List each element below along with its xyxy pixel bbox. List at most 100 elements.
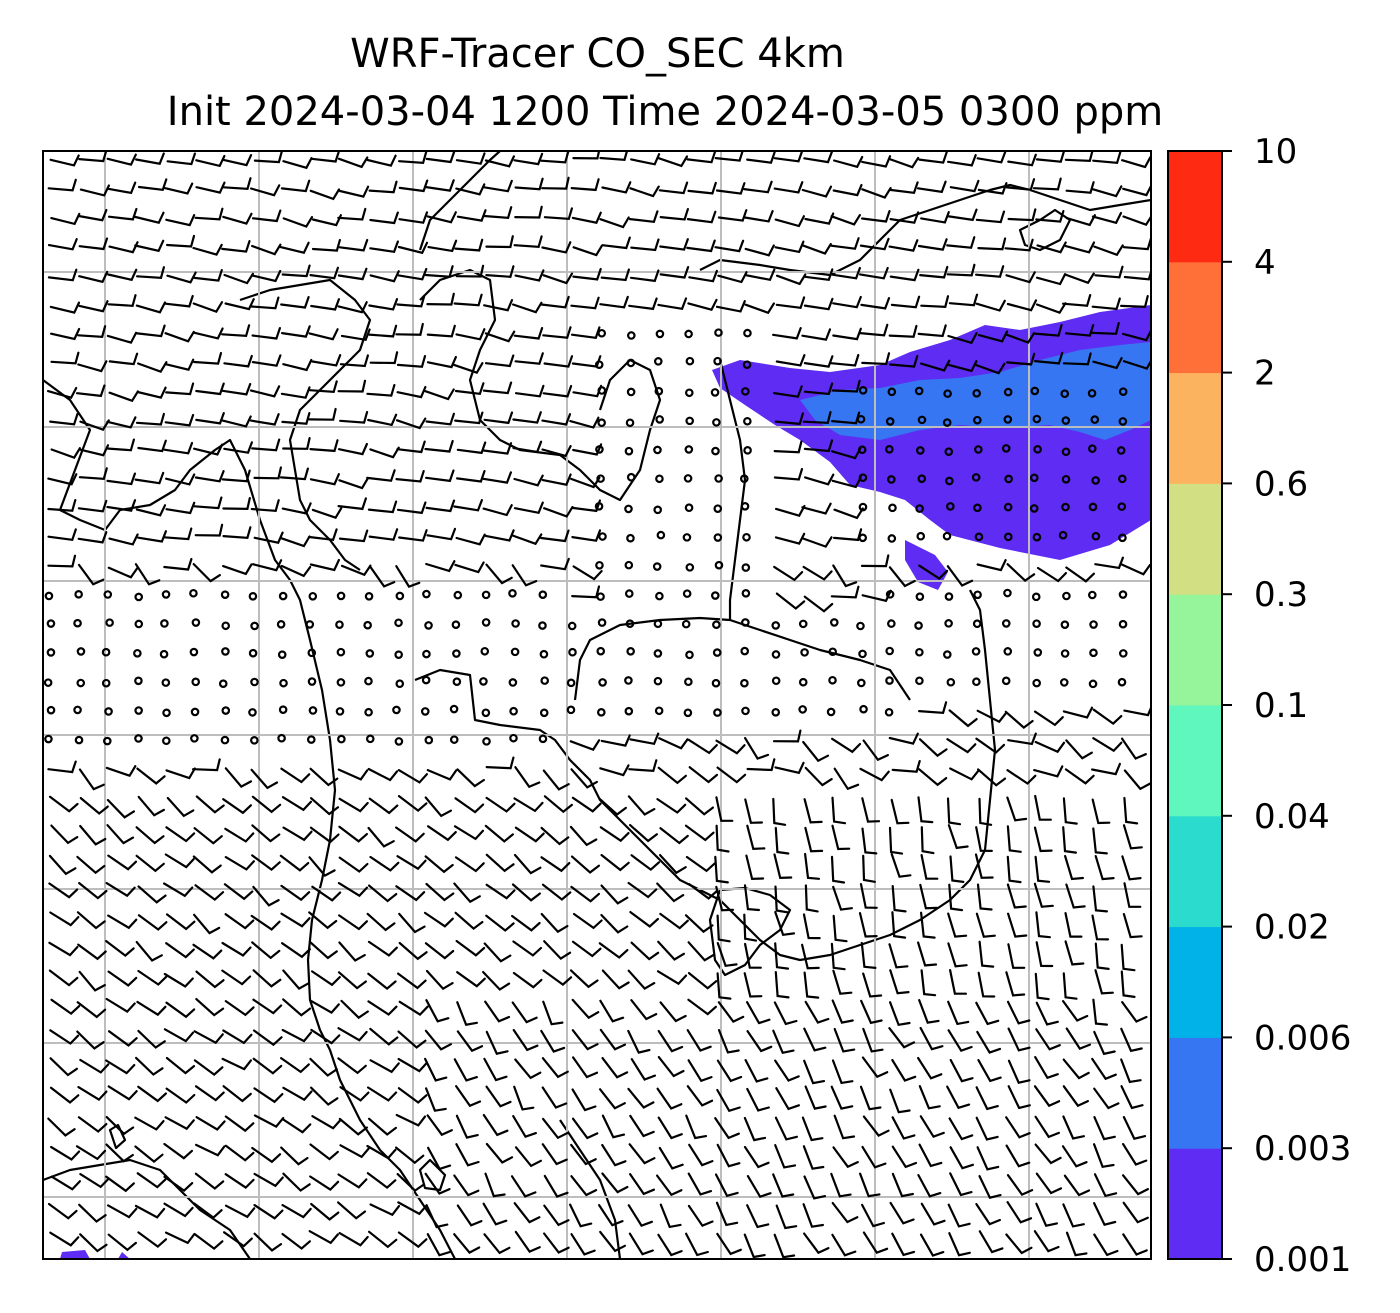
wind-barb — [601, 1172, 629, 1194]
wind-barb — [1092, 827, 1108, 855]
wind-barb — [889, 969, 910, 995]
wind-barb — [803, 971, 820, 999]
wind-barb — [514, 826, 545, 843]
colorbar-tick-label: 10 — [1254, 132, 1297, 172]
wind-barb — [775, 1087, 800, 1111]
calm-wind-marker — [714, 560, 724, 570]
wind-barb — [108, 352, 139, 366]
calm-wind-marker — [1032, 619, 1041, 628]
wind-barb — [367, 826, 395, 848]
wind-barb — [920, 1202, 946, 1226]
calm-wind-marker — [652, 562, 662, 571]
wind-barb — [975, 737, 1006, 754]
wind-barb — [165, 942, 195, 959]
wind-barb — [774, 942, 790, 970]
colorbar-segment — [1168, 926, 1222, 1038]
wind-barb — [1005, 271, 1036, 284]
wind-barb — [195, 382, 225, 396]
calm-wind-marker — [101, 678, 111, 688]
calm-wind-marker — [885, 646, 894, 656]
calm-wind-marker — [73, 618, 82, 628]
wind-barb — [833, 528, 863, 542]
wind-barb — [540, 151, 570, 164]
calm-wind-marker — [511, 619, 520, 628]
wind-barb — [397, 1087, 428, 1104]
wind-barb — [50, 998, 81, 1016]
wind-barb — [687, 998, 717, 1016]
wind-barb — [947, 1203, 971, 1228]
wind-barb — [629, 824, 658, 843]
wind-barb — [456, 1030, 484, 1053]
calm-wind-marker — [1030, 386, 1040, 396]
wind-barb — [830, 855, 846, 884]
wind-barb — [572, 912, 603, 930]
wind-barb — [165, 767, 196, 780]
calm-wind-marker — [1032, 678, 1041, 688]
calm-wind-marker — [1118, 590, 1128, 599]
calm-wind-marker — [134, 619, 144, 629]
wind-barb — [166, 234, 196, 248]
wind-barb — [366, 1172, 397, 1190]
wind-barb — [194, 207, 224, 221]
wind-barb — [163, 882, 194, 898]
wind-barb — [252, 969, 282, 988]
calm-wind-marker — [1001, 676, 1011, 686]
wind-barb — [684, 824, 715, 842]
wind-barb — [860, 941, 877, 969]
wind-barb — [193, 1202, 223, 1220]
calm-wind-marker — [46, 705, 56, 715]
wind-barb — [1091, 322, 1120, 335]
wind-barb — [775, 296, 806, 310]
wind-barb — [251, 438, 281, 452]
wind-barb — [107, 207, 138, 221]
wind-barb — [1065, 739, 1093, 760]
wind-barb — [830, 353, 860, 367]
wind-barb — [773, 181, 804, 194]
wind-barb — [453, 1233, 481, 1254]
wind-barb — [221, 969, 252, 986]
wind-barb — [571, 998, 600, 1020]
calm-wind-marker — [944, 447, 954, 456]
wind-barb — [889, 211, 920, 224]
wind-barb — [134, 1116, 165, 1131]
wind-barb — [282, 437, 311, 450]
calm-wind-marker — [395, 591, 405, 601]
wind-barb — [686, 210, 717, 224]
calm-wind-marker — [74, 735, 84, 745]
calm-wind-marker — [914, 621, 923, 630]
wind-barb — [686, 1085, 714, 1107]
wind-barb — [514, 1230, 541, 1253]
calm-wind-marker — [189, 588, 198, 598]
wind-barb — [282, 826, 313, 842]
wind-barb — [514, 1058, 542, 1080]
calm-wind-marker — [741, 706, 750, 716]
wind-barb — [888, 826, 904, 855]
wind-barb — [426, 324, 456, 338]
wind-barb — [424, 855, 454, 874]
wind-barb — [397, 1057, 428, 1073]
wind-barb — [136, 767, 166, 785]
calm-wind-marker — [134, 734, 143, 743]
wind-barb — [861, 1145, 887, 1169]
wind-barb — [426, 1114, 453, 1137]
wind-barb — [541, 473, 572, 486]
wind-barb — [221, 1057, 252, 1071]
calm-wind-marker — [683, 708, 693, 718]
calm-wind-marker — [685, 650, 694, 660]
wind-barb — [774, 1116, 798, 1141]
wind-barb — [310, 1202, 340, 1221]
wind-barb — [571, 1088, 597, 1112]
wind-barb — [309, 1057, 338, 1077]
wind-barb — [395, 565, 421, 588]
calm-wind-marker — [221, 621, 231, 631]
wind-barb — [456, 209, 487, 222]
colorbar-tick-label: 0.6 — [1254, 464, 1308, 504]
wind-barb — [804, 1000, 830, 1024]
wind-barb — [920, 854, 939, 880]
calm-wind-marker — [481, 618, 491, 627]
wind-barb — [192, 758, 221, 772]
wind-barb — [396, 855, 427, 871]
wind-barb — [309, 266, 339, 280]
calm-wind-marker — [1062, 591, 1071, 601]
calm-wind-marker — [653, 649, 663, 658]
